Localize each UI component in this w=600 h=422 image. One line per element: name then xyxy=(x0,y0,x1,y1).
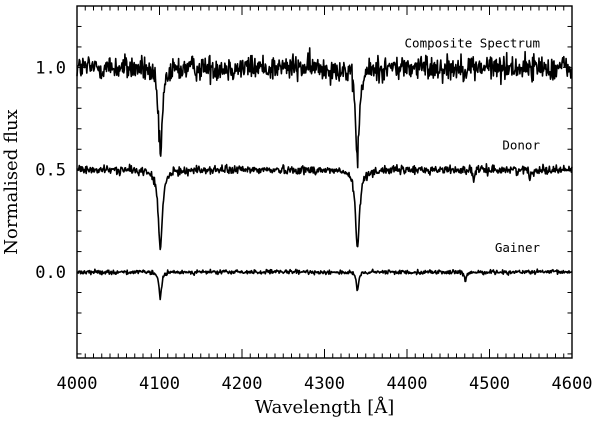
spectrum-line-3 xyxy=(76,268,573,301)
x-tick-label: 4200 xyxy=(222,374,263,394)
x-tick-label: 4300 xyxy=(304,374,345,394)
axis-ticks xyxy=(76,5,573,358)
x-axis-title: Wavelength [Å] xyxy=(255,396,395,418)
series-label: Donor xyxy=(502,138,540,153)
x-tick-label: 4400 xyxy=(387,374,428,394)
x-tick-label: 4000 xyxy=(57,374,98,394)
spectrum-line-1 xyxy=(76,47,573,169)
series-label: Gainer xyxy=(495,240,541,255)
y-tick-label: 1.0 xyxy=(35,58,66,78)
x-tick-label: 4600 xyxy=(552,374,593,394)
x-tick-label: 4100 xyxy=(139,374,180,394)
x-tick-label: 4500 xyxy=(469,374,510,394)
y-tick-labels: 0.0 0.5 1.0 xyxy=(35,58,66,283)
spectrum-lines xyxy=(76,47,573,301)
plot-frame xyxy=(76,5,573,359)
series-label: Composite Spectrum xyxy=(405,35,540,50)
series-labels: Composite Spectrum Donor Gainer xyxy=(405,35,541,255)
spectrum-line-2 xyxy=(76,163,573,251)
y-tick-label: 0.5 xyxy=(35,161,66,181)
y-axis-title: Normalised flux xyxy=(1,109,22,254)
x-tick-labels: 4000 4100 4200 4300 4400 4500 4600 xyxy=(57,374,593,394)
y-tick-label: 0.0 xyxy=(35,263,66,283)
